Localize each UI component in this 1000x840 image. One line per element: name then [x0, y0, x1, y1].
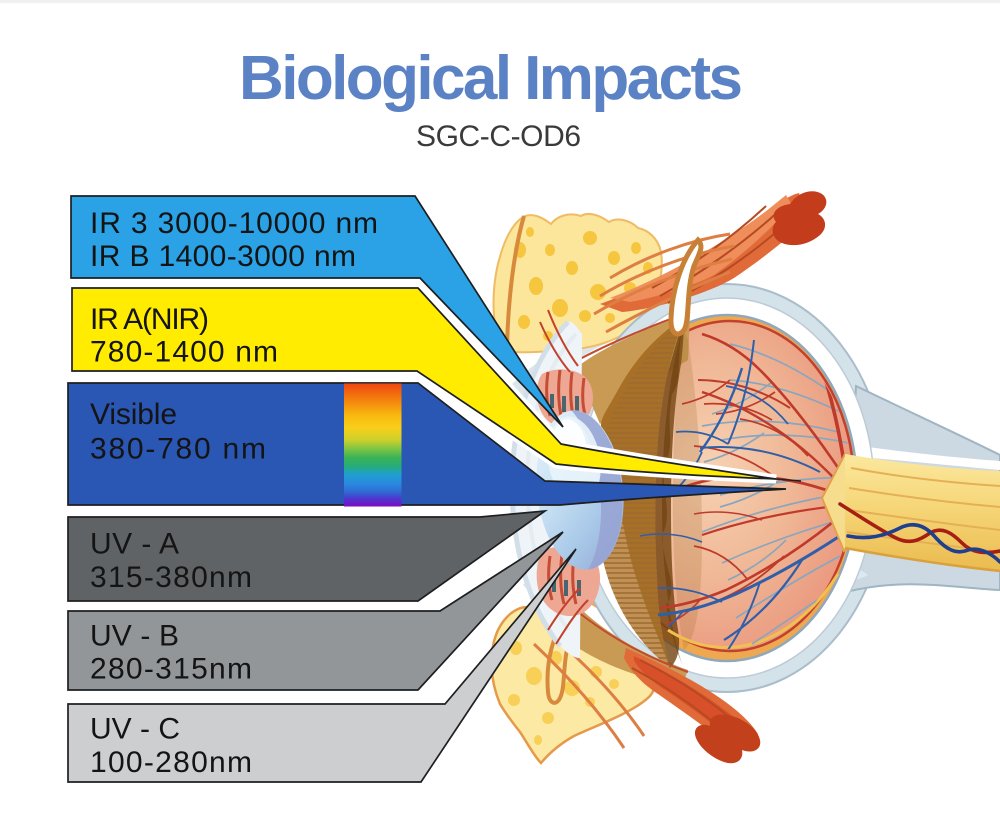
svg-text:IR 3 3000-10000 nm: IR 3 3000-10000 nm [90, 207, 378, 240]
svg-text:IR A(NIR): IR A(NIR) [90, 303, 209, 336]
svg-text:UV - B: UV - B [90, 620, 179, 653]
svg-text:780-1400 nm: 780-1400 nm [90, 336, 278, 369]
svg-text:SGC-C-OD6: SGC-C-OD6 [416, 120, 581, 153]
svg-text:280-315nm: 280-315nm [90, 653, 252, 686]
svg-text:UV - A: UV - A [90, 528, 179, 561]
svg-text:UV - C: UV - C [90, 713, 180, 746]
svg-text:380-780 nm: 380-780 nm [90, 433, 266, 466]
svg-text:IR B 1400-3000 nm: IR B 1400-3000 nm [90, 240, 356, 273]
svg-text:315-380nm: 315-380nm [90, 561, 252, 594]
svg-text:100-280nm: 100-280nm [90, 746, 252, 779]
svg-text:Biological Impacts: Biological Impacts [239, 44, 743, 113]
svg-text:Visible: Visible [90, 398, 177, 431]
